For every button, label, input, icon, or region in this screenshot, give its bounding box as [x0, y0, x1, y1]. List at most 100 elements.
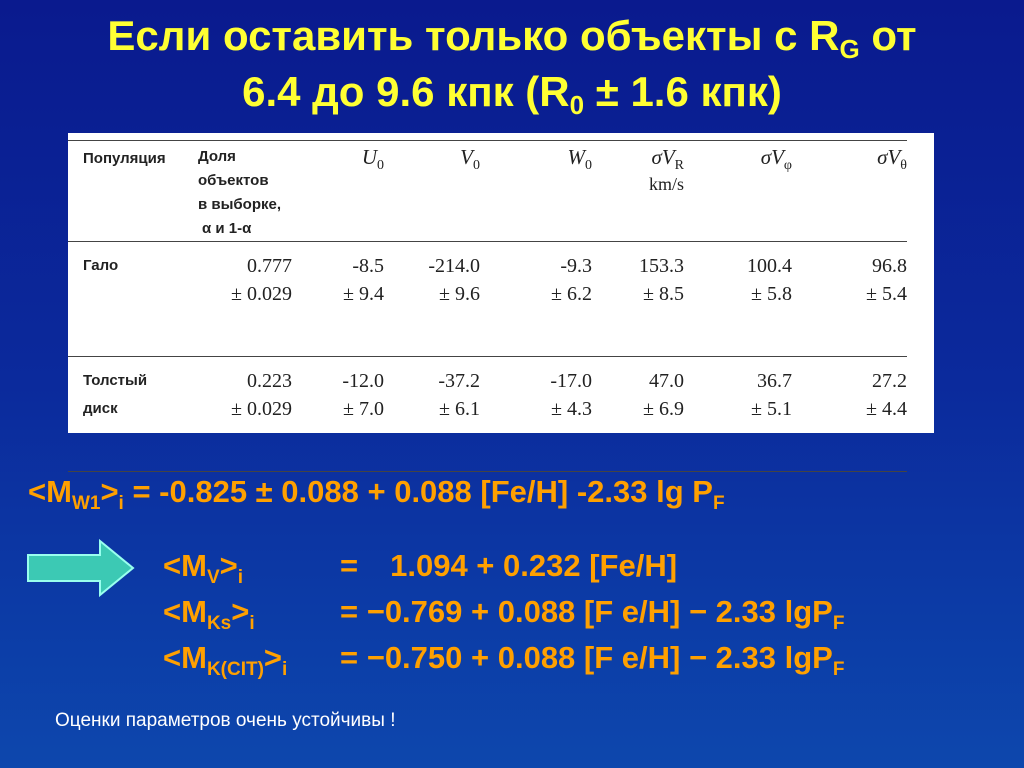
formula-lhs: <MV>i	[163, 548, 340, 587]
formula-line: <MK(CIT)>i = −0.750 + 0.088 [F e/H] − 2.3…	[163, 640, 844, 679]
text-part: <M	[163, 548, 207, 583]
value-cell: -9.3 ± 6.2	[480, 241, 592, 357]
formula-part: 1.094 + 0.232 [Fe/H]	[390, 548, 677, 584]
subscript: V	[206, 567, 220, 588]
error: ± 5.4	[866, 283, 907, 305]
arrow-icon	[27, 538, 135, 598]
text-part: >	[231, 594, 250, 629]
subscript: R	[674, 158, 684, 174]
row-name: Гало	[68, 241, 198, 357]
subscript: i	[249, 613, 255, 634]
value-cell: -8.5 ± 9.4	[292, 241, 384, 357]
subscript: F	[712, 493, 725, 514]
table-panel: Популяция Доля объектов в выборке, α и 1-α U…	[68, 133, 934, 472]
name-line: Толстый	[83, 372, 148, 389]
math-header: W0	[567, 145, 593, 173]
value-cell: 96.8 ± 5.4	[792, 241, 907, 357]
header-cell: σVR km/s	[592, 140, 684, 242]
unit: km/s	[648, 174, 684, 195]
row-name: Толстый диск	[68, 356, 198, 472]
text-part: >	[100, 474, 119, 509]
text-part: = -0.825 ± 0.088 + 0.088 [Fe/H] -2.33 lg…	[123, 474, 713, 509]
header-row: Популяция Доля объектов в выборке, α и 1-α U…	[68, 140, 907, 242]
symbol: U	[361, 145, 377, 169]
value: 36.7	[757, 370, 792, 392]
text-part: <M	[163, 594, 207, 629]
data-table: Популяция Доля объектов в выборке, α и 1-α U…	[68, 140, 907, 472]
formula-part: =	[340, 548, 358, 584]
formula-part: = −0.769 + 0.088 [F e/H] − 2.33 lgPF	[340, 594, 844, 633]
value: 0.223	[247, 370, 292, 392]
text-part: Если оставить только объекты с R	[107, 12, 840, 59]
value-cell: 27.2 ± 4.4	[792, 356, 907, 472]
formula-rhs: = −0.769 + 0.088 [F e/H] − 2.33 lgPF	[340, 594, 844, 633]
header-cell: Популяция	[68, 140, 198, 242]
value: -8.5	[352, 255, 384, 277]
math-header: σVθ	[877, 145, 907, 173]
value-cell: 0.223 ± 0.029	[198, 356, 292, 472]
value-cell: -12.0 ± 7.0	[292, 356, 384, 472]
symbol: σV	[651, 145, 675, 169]
subscript: W1	[71, 493, 101, 514]
name-line: Гало	[83, 257, 119, 274]
formula-line: <MKs>i = −0.769 + 0.088 [F e/H] − 2.33 lg…	[163, 594, 844, 633]
math-header: σVR	[651, 145, 684, 173]
value-cell: 36.7 ± 5.1	[684, 356, 792, 472]
header-note: α и 1-α	[196, 217, 258, 241]
formula-lhs: <MKs>i	[163, 594, 340, 633]
value-cell: -37.2 ± 6.1	[384, 356, 480, 472]
text-part: = −0.769 + 0.088 [F e/H] − 2.33 lgP	[340, 594, 833, 629]
slide-title: Если оставить только объекты с RG от 6.4 …	[0, 8, 1024, 120]
subscript: G	[839, 34, 860, 64]
symbol: W	[567, 145, 586, 169]
header-line: α и 1-α	[196, 217, 292, 241]
symbol: σV	[760, 145, 784, 169]
header-cell: V0	[384, 140, 480, 242]
error: ± 9.6	[439, 283, 480, 305]
formula-lhs: <MK(CIT)>i	[163, 640, 340, 679]
text-part: =	[340, 548, 359, 583]
text-part: <M	[163, 640, 207, 675]
text-part: ± 1.6 кпк)	[584, 68, 782, 115]
header-line: Популяция	[83, 150, 166, 167]
subscript: K(CIT)	[206, 659, 264, 680]
value: 0.777	[247, 255, 292, 277]
subscript: Ks	[206, 613, 232, 634]
text-part: от	[859, 12, 917, 59]
subscript: F	[832, 613, 845, 634]
error: ± 6.9	[643, 398, 684, 420]
header-line: Доля объектов	[198, 148, 269, 189]
main-formula: <MW1>i = -0.825 ± 0.088 + 0.088 [Fe/H] -…	[28, 474, 725, 513]
subscript: i	[118, 493, 124, 514]
text-part: 6.4 до 9.6 кпк (R	[242, 68, 570, 115]
subscript: θ	[900, 158, 907, 174]
error: ± 8.5	[643, 283, 684, 305]
value-cell: 100.4 ± 5.8	[684, 241, 792, 357]
subscript: 0	[377, 158, 384, 174]
text-part: <M	[28, 474, 72, 509]
symbol: V	[460, 145, 473, 169]
value: 27.2	[872, 370, 907, 392]
subscript: i	[237, 567, 244, 588]
text-part: 1.094 + 0.232 [Fe/H]	[390, 548, 678, 583]
header-cell: σVφ	[684, 140, 792, 242]
error: ± 5.8	[751, 283, 792, 305]
formula-part: = −0.750 + 0.088 [F e/H] − 2.33 lgPF	[340, 640, 844, 679]
value: -214.0	[428, 255, 480, 277]
subscript: 0	[569, 90, 585, 120]
subscript: i	[282, 659, 288, 680]
subscript: φ	[783, 158, 792, 174]
value: 100.4	[747, 255, 792, 277]
error: ± 7.0	[343, 398, 384, 420]
header-cell: U0	[292, 140, 384, 242]
value-cell: 0.777 ± 0.029	[198, 241, 292, 357]
data-row: Толстый диск 0.223 ± 0.029 -12.0 ± 7.0 -37.2 ± …	[68, 356, 907, 472]
value-cell: 47.0 ± 6.9	[592, 356, 684, 472]
header-cell: σVθ	[792, 140, 907, 242]
math-header: U0	[361, 145, 384, 173]
formula-rhs: = 1.094 + 0.232 [Fe/H]	[340, 548, 677, 584]
value: 96.8	[872, 255, 907, 277]
error: ± 9.4	[343, 283, 384, 305]
footnote: Оценки параметров очень устойчивы !	[55, 710, 396, 731]
